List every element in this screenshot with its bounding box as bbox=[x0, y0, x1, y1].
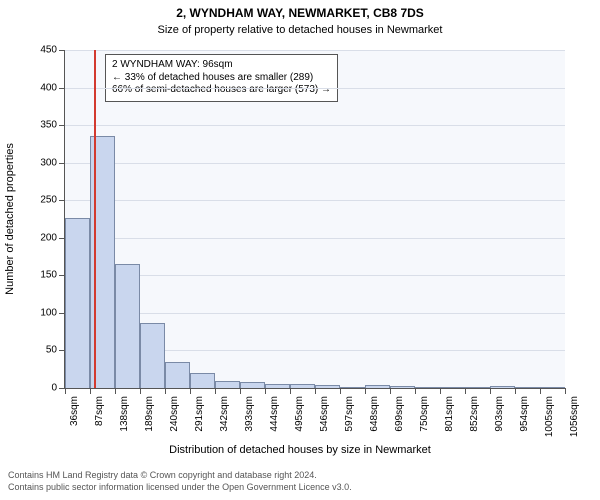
x-tick bbox=[240, 388, 241, 394]
x-axis-label: Distribution of detached houses by size … bbox=[0, 444, 600, 456]
x-tick bbox=[140, 388, 141, 394]
x-tick-label: 444sqm bbox=[269, 396, 280, 432]
y-tick-label: 100 bbox=[40, 307, 57, 318]
gridline bbox=[65, 163, 565, 164]
annotation-line: ← 33% of detached houses are smaller (28… bbox=[112, 72, 331, 85]
histogram-bar bbox=[240, 382, 265, 388]
x-tick-label: 699sqm bbox=[394, 396, 405, 432]
annotation-box: 2 WYNDHAM WAY: 96sqm← 33% of detached ho… bbox=[105, 54, 338, 102]
y-tick bbox=[59, 88, 65, 89]
x-tick-label: 240sqm bbox=[169, 396, 180, 432]
x-tick-label: 189sqm bbox=[144, 396, 155, 432]
x-tick-label: 393sqm bbox=[244, 396, 255, 432]
histogram-bar bbox=[415, 387, 440, 388]
x-tick-label: 852sqm bbox=[469, 396, 480, 432]
x-tick bbox=[340, 388, 341, 394]
y-tick bbox=[59, 50, 65, 51]
histogram-bar bbox=[340, 387, 365, 388]
y-tick bbox=[59, 200, 65, 201]
x-tick bbox=[90, 388, 91, 394]
histogram-bar bbox=[65, 218, 90, 388]
y-tick-label: 200 bbox=[40, 232, 57, 243]
y-tick-label: 0 bbox=[51, 383, 57, 394]
x-tick-label: 1056sqm bbox=[569, 396, 580, 437]
x-tick bbox=[490, 388, 491, 394]
y-axis-label: Number of detached properties bbox=[4, 143, 16, 295]
x-tick bbox=[390, 388, 391, 394]
gridline bbox=[65, 50, 565, 51]
histogram-bar bbox=[515, 387, 540, 388]
histogram-bar bbox=[440, 387, 465, 388]
x-tick-label: 87sqm bbox=[94, 396, 105, 426]
x-tick-label: 495sqm bbox=[294, 396, 305, 432]
x-tick bbox=[115, 388, 116, 394]
histogram-bar bbox=[290, 384, 315, 388]
histogram-bar bbox=[490, 386, 515, 388]
x-tick-label: 903sqm bbox=[494, 396, 505, 432]
subject-property-marker bbox=[94, 50, 96, 388]
x-tick-label: 954sqm bbox=[519, 396, 530, 432]
gridline bbox=[65, 238, 565, 239]
x-tick bbox=[515, 388, 516, 394]
x-tick bbox=[190, 388, 191, 394]
histogram-bar bbox=[190, 373, 215, 388]
y-tick bbox=[59, 163, 65, 164]
x-tick-label: 36sqm bbox=[69, 396, 80, 426]
histogram-bar bbox=[365, 385, 390, 388]
y-tick-label: 300 bbox=[40, 157, 57, 168]
x-tick bbox=[315, 388, 316, 394]
x-tick-label: 546sqm bbox=[319, 396, 330, 432]
histogram-bar bbox=[390, 386, 415, 388]
gridline bbox=[65, 275, 565, 276]
histogram-bar bbox=[115, 264, 140, 388]
x-tick-label: 597sqm bbox=[344, 396, 355, 432]
x-tick bbox=[165, 388, 166, 394]
plot-area: 2 WYNDHAM WAY: 96sqm← 33% of detached ho… bbox=[64, 50, 565, 389]
y-tick-label: 250 bbox=[40, 195, 57, 206]
histogram-bar bbox=[465, 387, 490, 388]
footer-line-2: Contains public sector information licen… bbox=[8, 482, 352, 492]
histogram-bar bbox=[265, 384, 290, 389]
gridline bbox=[65, 200, 565, 201]
histogram-bar bbox=[540, 387, 565, 388]
histogram-bar bbox=[315, 385, 340, 388]
x-tick bbox=[565, 388, 566, 394]
x-tick-label: 291sqm bbox=[194, 396, 205, 432]
x-tick-label: 342sqm bbox=[219, 396, 230, 432]
x-tick bbox=[540, 388, 541, 394]
x-tick bbox=[65, 388, 66, 394]
gridline bbox=[65, 125, 565, 126]
y-tick-label: 400 bbox=[40, 82, 57, 93]
annotation-line: 66% of semi-detached houses are larger (… bbox=[112, 84, 331, 97]
x-tick-label: 138sqm bbox=[119, 396, 130, 432]
x-tick bbox=[465, 388, 466, 394]
footer-line-1: Contains HM Land Registry data © Crown c… bbox=[8, 470, 317, 480]
gridline bbox=[65, 313, 565, 314]
x-tick-label: 648sqm bbox=[369, 396, 380, 432]
x-tick bbox=[365, 388, 366, 394]
chart-title: 2, WYNDHAM WAY, NEWMARKET, CB8 7DS bbox=[0, 6, 600, 20]
y-tick-label: 450 bbox=[40, 45, 57, 56]
x-tick-label: 801sqm bbox=[444, 396, 455, 432]
y-tick bbox=[59, 125, 65, 126]
x-tick-label: 750sqm bbox=[419, 396, 430, 432]
x-tick bbox=[415, 388, 416, 394]
histogram-bar bbox=[140, 323, 165, 388]
histogram-bar bbox=[165, 362, 190, 388]
y-tick-label: 350 bbox=[40, 120, 57, 131]
y-tick-label: 150 bbox=[40, 270, 57, 281]
x-tick bbox=[440, 388, 441, 394]
x-tick bbox=[215, 388, 216, 394]
chart-subtitle: Size of property relative to detached ho… bbox=[0, 24, 600, 36]
gridline bbox=[65, 88, 565, 89]
annotation-line: 2 WYNDHAM WAY: 96sqm bbox=[112, 59, 331, 72]
y-tick-label: 50 bbox=[46, 345, 57, 356]
x-tick bbox=[290, 388, 291, 394]
x-tick bbox=[265, 388, 266, 394]
x-tick-label: 1005sqm bbox=[544, 396, 555, 437]
histogram-bar bbox=[215, 381, 240, 389]
